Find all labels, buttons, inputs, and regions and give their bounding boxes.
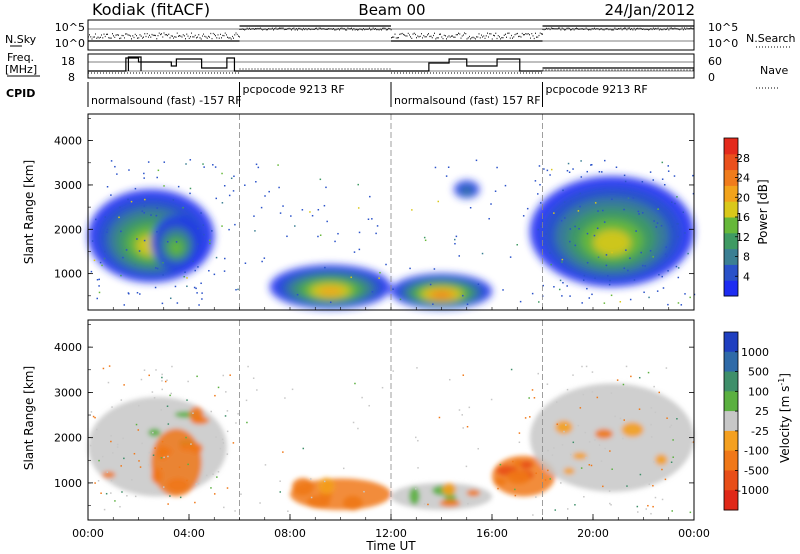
velocity-panel: 1000 2000 3000 4000 00:00 04:00 08:00 12:00 16:… [22,307,792,553]
nsearch-tick-high: 10^5 [708,21,738,34]
velocity-colorbar-tick: -500 [744,464,769,477]
freq-tick-low: 8 [68,71,75,84]
power-colorbar-tick: 20 [736,191,750,204]
freq-label-line2: [MHz] [5,63,37,76]
freq-tick-high: 18 [61,55,75,68]
velocity-colorbar-swatch [724,411,738,432]
power-colorbar: 4 8 12 16 20 24 28 [723,137,750,297]
header-title: Kodiak (fitACF) [92,0,210,19]
power-colorbar-swatch [724,201,738,218]
power-colorbar-swatch [724,138,738,155]
range-tick-label: 1000 [54,268,82,281]
range-tick-label: 3000 [54,386,82,399]
cpid-segment-label: normalsound (fast) -157 RF [91,94,242,107]
power-echo-cell [432,291,451,299]
velocity-colorbar-swatch [724,470,738,491]
power-echo-cell [318,287,343,296]
cpid-segment-label: pcpocode 9213 RF [243,83,345,96]
power-ylabel: Slant Range [km] [22,160,36,264]
nsearch-label: N.Search [746,32,796,45]
velocity-echo-map [88,365,695,516]
range-tick-label: 3000 [54,179,82,192]
power-echo-cell [169,240,184,255]
nsearch-tick-low: 10^0 [708,37,738,50]
header-date: 24/Jan/2012 [605,1,696,19]
velocity-colorbar-tick: 1000 [741,346,769,359]
power-colorbar-tick: 4 [743,270,750,283]
velocity-colorbar-swatch [724,450,738,471]
nave-tick-high: 60 [708,55,722,68]
nave-label: Nave [760,64,788,77]
time-tick-label: 12:00 [375,527,407,540]
power-echo-cell [461,187,473,195]
velocity-colorbar-tick: -1000 [737,484,769,497]
range-tick-label: 1000 [54,477,82,490]
nsky-label: N.Sky [5,33,37,46]
cpid-strip: CPID normalsound (fast) -157 RFpcpocode … [6,82,648,107]
nsky-trace [88,25,695,42]
time-axis-label: Time UT [365,539,416,553]
power-colorbar-swatch [724,217,738,234]
velocity-colorbar-swatch [724,430,738,452]
freq-trace [88,56,694,74]
velocity-colorbar-swatch [724,371,738,392]
range-tick-label: 4000 [54,341,82,354]
header-beam: Beam 00 [358,1,425,19]
power-echo-map [88,159,696,310]
velocity-colorbar: 1000 500 100 25 -25 -100 -500 -1000 [723,331,769,511]
velocity-colorbar-label: Velocity [m s-1] [777,373,792,463]
range-tick-label: 2000 [54,432,82,445]
power-colorbar-swatch [724,169,738,186]
nave-tick-low: 0 [708,71,715,84]
power-colorbar-tick: 28 [736,152,750,165]
power-colorbar-swatch [724,280,738,297]
velocity-colorbar-tick: 500 [748,366,769,379]
power-colorbar-swatch [724,248,738,265]
power-colorbar-label: Power [dB] [756,179,770,244]
time-tick-label: 04:00 [173,527,205,540]
time-tick-label: 16:00 [476,527,508,540]
power-colorbar-swatch [724,185,738,202]
velocity-colorbar-tick: 100 [748,385,769,398]
range-tick-label: 2000 [54,223,82,236]
time-tick-label: 20:00 [577,527,609,540]
nsky-panel: N.Sky 10^5 10^0 10^5 10^0 N.Search [5,19,796,51]
velocity-colorbar-swatch [724,332,738,353]
power-panel: 1000 2000 3000 4000 Slant Range [km] 4 8 12 16… [22,113,770,311]
power-echo-cell [593,229,631,256]
power-colorbar-tick: 12 [736,231,750,244]
freq-panel: Freq. [MHz] 18 8 60 0 Nave [5,51,788,89]
velocity-colorbar-swatch [724,490,738,511]
power-colorbar-tick: 24 [736,172,750,185]
nsky-tick-low: 10^0 [55,37,85,50]
velocity-colorbar-swatch [724,391,738,412]
time-tick-label: 00:00 [72,527,104,540]
cpid-label: CPID [6,87,35,100]
vel-ylabel: Slant Range [km] [22,366,36,470]
velocity-colorbar-tick: -25 [751,425,769,438]
power-colorbar-tick: 16 [736,211,750,224]
cpid-segment-label: pcpocode 9213 RF [546,83,648,96]
time-tick-label: 00:00 [678,527,710,540]
range-tick-label: 4000 [54,135,82,148]
freq-label-line1: Freq. [7,51,34,64]
velocity-colorbar-tick: 25 [755,405,769,418]
power-colorbar-swatch [724,232,738,250]
cpid-segment-label: normalsound (fast) 157 RF [394,94,541,107]
power-colorbar-tick: 8 [743,251,750,264]
power-colorbar-swatch [724,264,738,281]
velocity-colorbar-tick: -100 [744,445,769,458]
velocity-colorbar-swatch [724,351,738,373]
time-tick-label: 08:00 [274,527,306,540]
nsky-tick-high: 10^5 [55,21,85,34]
velocity-echo-cell [529,383,694,492]
power-colorbar-swatch [724,153,738,171]
